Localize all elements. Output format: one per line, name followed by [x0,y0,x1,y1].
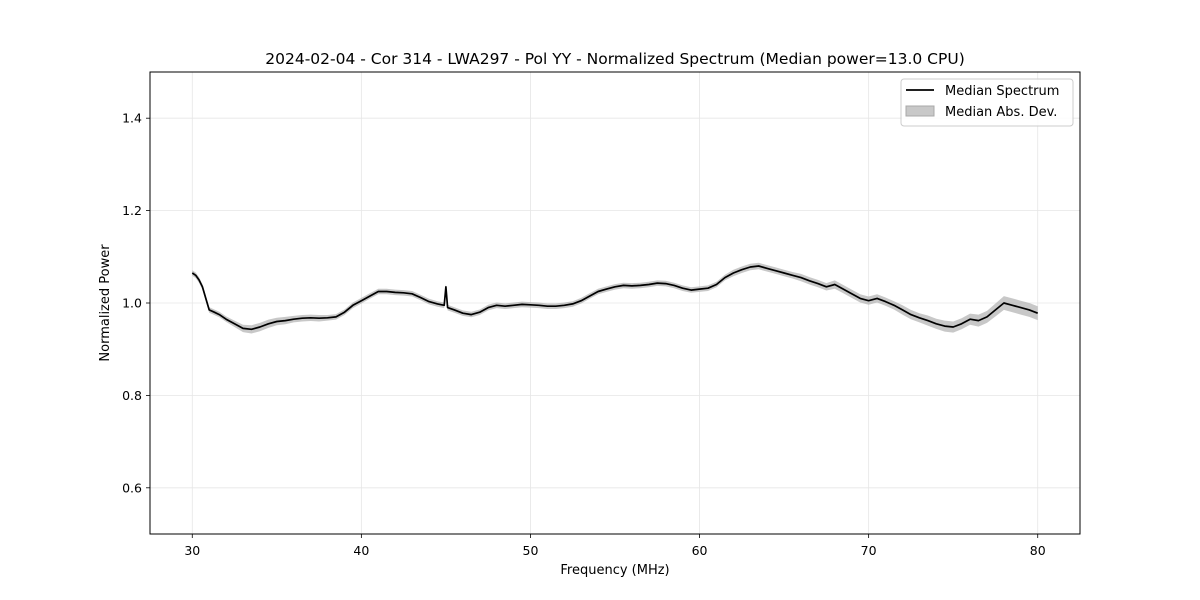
x-tick-label: 60 [692,543,708,558]
y-tick-label: 1.0 [122,296,142,311]
chart-title: 2024-02-04 - Cor 314 - LWA297 - Pol YY -… [265,50,965,68]
y-axis-label: Normalized Power [98,244,113,362]
x-axis-label: Frequency (MHz) [560,563,669,578]
legend-label-median-spectrum: Median Spectrum [945,84,1059,99]
grid-lines [150,72,1080,534]
legend-box [900,78,1074,127]
median-spectrum-path [191,265,1039,331]
y-axis-ticks: 0.6 0.8 1.0 1.2 1.4 [122,111,150,495]
median-spectrum-line [191,265,1039,331]
y-tick-label: 1.4 [122,111,142,126]
x-tick-label: 40 [353,543,369,558]
x-tick-label: 30 [184,543,200,558]
y-tick-label: 0.6 [122,480,142,495]
y-tick-label: 1.2 [122,203,142,218]
x-tick-label: 80 [1030,543,1046,558]
y-tick-label: 0.8 [122,388,142,403]
legend: Median Spectrum Median Abs. Dev. [900,78,1074,127]
x-tick-label: 70 [861,543,877,558]
legend-band-swatch [905,105,935,117]
x-axis-ticks: 30 40 50 60 70 80 [184,534,1046,558]
x-tick-label: 50 [523,543,539,558]
legend-label-median-abs-dev: Median Abs. Dev. [945,105,1057,120]
